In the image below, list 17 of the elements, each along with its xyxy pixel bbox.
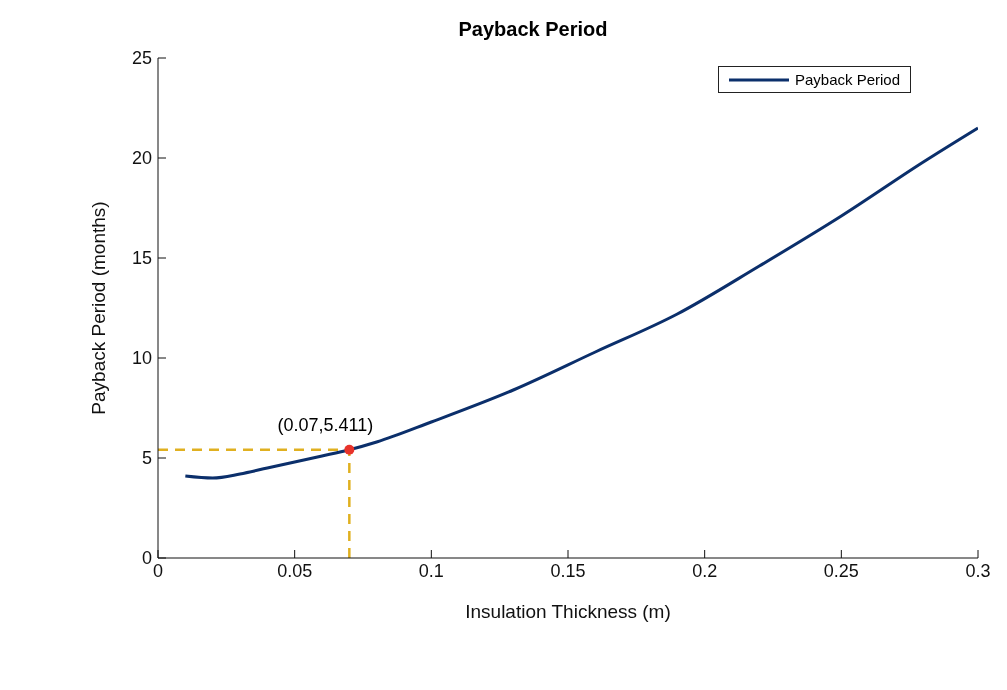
y-tick-label: 10 [131, 348, 152, 369]
x-axis-title: Insulation Thickness (m) [465, 601, 671, 622]
x-tick-label: 0.05 [277, 560, 313, 581]
y-tick-label: 5 [141, 448, 152, 469]
legend-label: Payback Period [795, 71, 901, 88]
x-tick-label: 0.2 [692, 560, 718, 581]
y-tick-label: 15 [131, 248, 152, 269]
x-tick-label: 0.15 [550, 560, 586, 581]
line-series [183, 126, 978, 480]
x-tick-label: 0.3 [965, 560, 991, 581]
annotation: (0.07,5.411) [277, 414, 374, 436]
y-tick-label: 25 [131, 48, 152, 69]
y-tick-label: 20 [131, 148, 152, 169]
y-axis-title: Payback Period (months) [87, 201, 109, 415]
x-tick-label: 0.25 [823, 560, 859, 581]
chart-title: Payback Period [457, 18, 609, 41]
x-tick-label: 0.1 [418, 560, 444, 581]
